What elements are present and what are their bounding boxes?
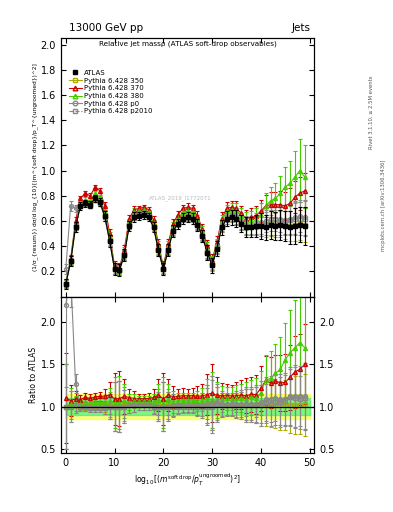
Text: Jets: Jets [292,23,310,33]
Text: ATLAS_2019_I1772071: ATLAS_2019_I1772071 [149,196,211,201]
Y-axis label: Ratio to ATLAS: Ratio to ATLAS [29,347,38,403]
Text: mcplots.cern.ch [arXiv:1306.3436]: mcplots.cern.ch [arXiv:1306.3436] [381,159,386,250]
X-axis label: $\log_{10}[(m^{\rm soft\,drop}/p_T^{\rm ungroomed})^2]$: $\log_{10}[(m^{\rm soft\,drop}/p_T^{\rm … [134,472,241,488]
Text: 13000 GeV pp: 13000 GeV pp [69,23,143,33]
Text: Relative jet massρ (ATLAS soft-drop observables): Relative jet massρ (ATLAS soft-drop obse… [99,41,277,48]
Text: Rivet 3.1.10, ≥ 2.5M events: Rivet 3.1.10, ≥ 2.5M events [369,76,374,150]
Y-axis label: (1/σ_{resum}) dσ/d log_{10}[(m^{soft drop}/p_T^{ungroomed})^2]: (1/σ_{resum}) dσ/d log_{10}[(m^{soft dro… [32,63,38,271]
Legend: ATLAS, Pythia 6.428 350, Pythia 6.428 370, Pythia 6.428 380, Pythia 6.428 p0, Py: ATLAS, Pythia 6.428 350, Pythia 6.428 37… [67,68,155,117]
